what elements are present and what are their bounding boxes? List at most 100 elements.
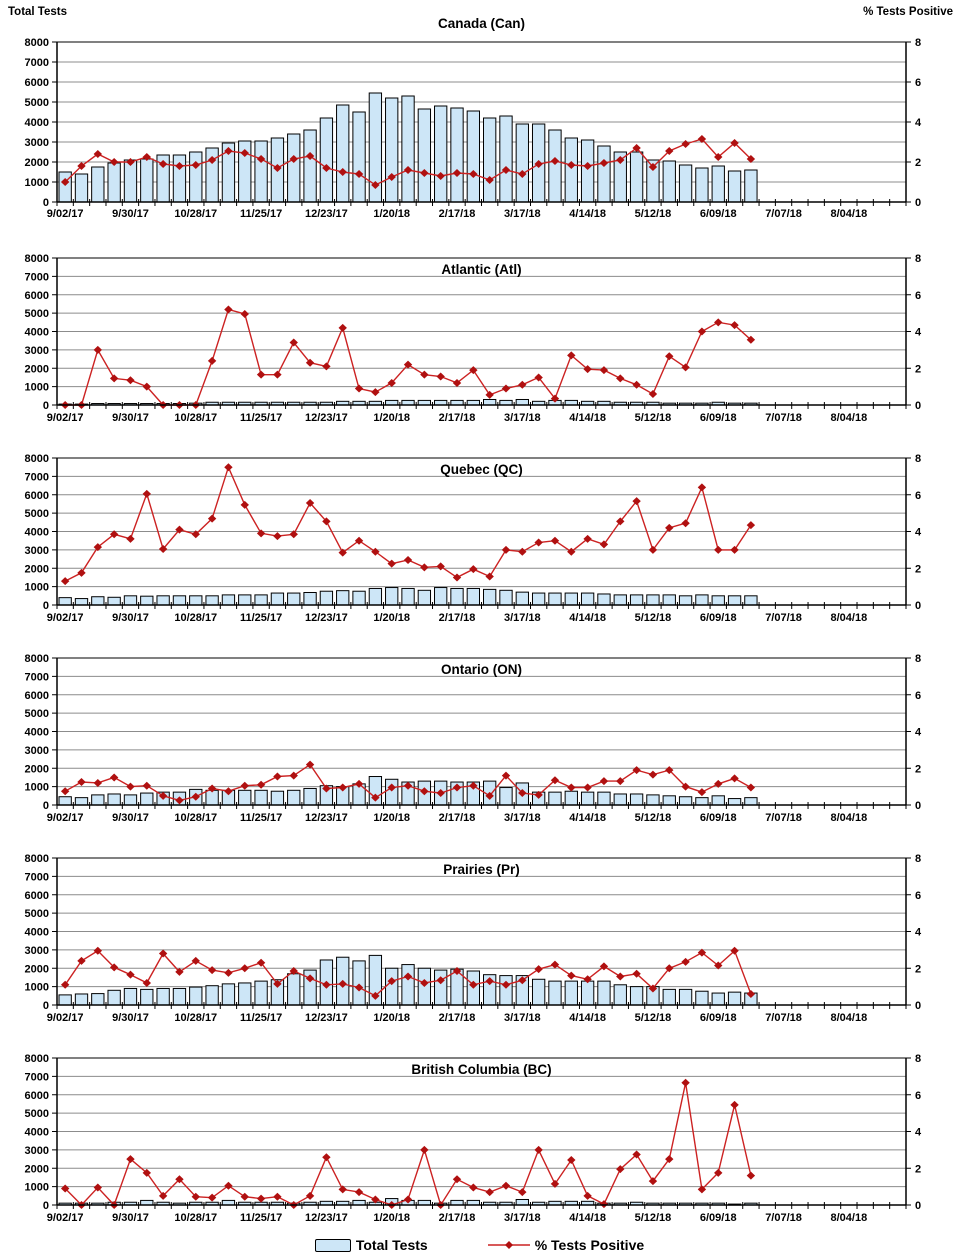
bar: [336, 590, 350, 606]
marker-diamond: [452, 967, 462, 976]
bar: [499, 975, 513, 1006]
marker-diamond: [550, 536, 560, 545]
marker-diamond: [730, 946, 739, 955]
x-axis-label: 4/14/18: [569, 1012, 606, 1024]
marker-diamond: [648, 163, 658, 171]
x-axis-label: 1/20/18: [373, 412, 410, 424]
marker-diamond: [207, 356, 217, 365]
bar: [385, 967, 399, 1006]
bar: [254, 140, 268, 203]
bars-series: [58, 776, 758, 806]
bar: [613, 984, 627, 1006]
marker-diamond: [338, 783, 347, 792]
marker-diamond: [518, 170, 527, 178]
x-axis-label: 6/09/18: [700, 1012, 737, 1024]
x-axis-label: 2/17/18: [439, 612, 476, 624]
bar: [662, 160, 676, 203]
right-axis-label: 2: [915, 963, 921, 975]
bar: [336, 104, 350, 203]
marker-diamond: [746, 335, 756, 344]
marker-diamond: [420, 978, 429, 987]
marker-diamond: [371, 388, 380, 397]
marker-diamond: [387, 977, 396, 986]
marker-diamond: [224, 463, 233, 472]
left-axis-label: 7000: [25, 671, 49, 683]
marker-diamond: [436, 789, 445, 798]
bar: [189, 151, 203, 203]
marker-diamond: [77, 568, 86, 577]
bar: [287, 592, 301, 606]
right-axis-label: 8: [915, 1053, 921, 1065]
right-axis-label: 6: [915, 1090, 921, 1102]
bar: [417, 589, 432, 606]
bar: [74, 173, 89, 203]
bar: [434, 587, 448, 606]
marker-diamond: [648, 389, 658, 398]
marker-diamond: [224, 968, 233, 977]
marker-diamond: [289, 155, 298, 163]
marker-diamond: [240, 149, 249, 157]
marker-diamond: [452, 1175, 462, 1184]
marker-diamond: [420, 787, 429, 796]
marker-diamond: [583, 975, 592, 984]
x-axis-label: 7/07/18: [765, 412, 802, 424]
bar: [580, 592, 595, 606]
marker-diamond: [616, 1165, 625, 1174]
marker-diamond: [616, 972, 625, 981]
marker-diamond: [501, 1181, 511, 1190]
marker-diamond: [256, 529, 266, 538]
bar: [695, 797, 709, 806]
bar: [499, 787, 513, 806]
marker-diamond: [518, 380, 527, 389]
marker-diamond: [354, 779, 364, 788]
marker-diamond: [305, 1191, 315, 1200]
marker-diamond: [681, 782, 690, 791]
marker-diamond: [681, 140, 690, 148]
bar: [303, 592, 317, 606]
marker-diamond: [730, 321, 739, 330]
marker-diamond: [730, 139, 739, 147]
marker-diamond: [273, 979, 282, 988]
marker-diamond: [469, 980, 478, 989]
bars-series: [58, 587, 758, 606]
bar: [580, 139, 595, 203]
x-axis-label: 9/30/17: [112, 612, 149, 624]
marker-diamond: [632, 144, 641, 152]
left-axis-label: 2000: [25, 563, 49, 575]
marker-diamond: [338, 1185, 347, 1194]
marker-diamond: [142, 382, 151, 391]
bar: [727, 170, 742, 203]
marker-diamond: [534, 965, 543, 974]
bar: [613, 594, 627, 606]
right-axis-label: 8: [915, 253, 921, 265]
x-axis-label: 8/04/18: [831, 208, 868, 220]
marker-diamond: [322, 980, 331, 989]
x-axis-label: 10/28/17: [174, 612, 217, 624]
x-axis-label: 8/04/18: [831, 1012, 868, 1024]
marker-diamond: [322, 362, 331, 371]
right-axis-label: 2: [915, 363, 921, 375]
left-axis-label: 1000: [25, 582, 49, 594]
bar: [123, 159, 138, 203]
chart-title: Quebec (QC): [440, 462, 523, 477]
bar: [140, 792, 154, 806]
marker-diamond: [730, 774, 739, 783]
right-axis-label: 0: [915, 400, 921, 412]
bar: [352, 111, 366, 203]
left-axis-label: 1000: [25, 782, 49, 794]
bar: [564, 137, 578, 203]
marker-diamond: [126, 534, 135, 543]
marker-diamond: [109, 374, 119, 383]
marker-diamond: [142, 489, 151, 498]
bar: [613, 793, 627, 806]
atlantic-chart-svg: 0 1000 2000 3000 4000 5000 6000 7000 8000 0 2 4 6 8 9/…: [25, 253, 922, 424]
positivity-markers: [60, 135, 756, 189]
marker-diamond: [550, 960, 560, 969]
bar: [368, 587, 383, 606]
bar: [434, 105, 448, 203]
marker-diamond: [305, 499, 315, 508]
marker-diamond: [420, 370, 429, 379]
marker-diamond: [207, 966, 217, 975]
x-axis-label: 12/23/17: [305, 208, 348, 220]
